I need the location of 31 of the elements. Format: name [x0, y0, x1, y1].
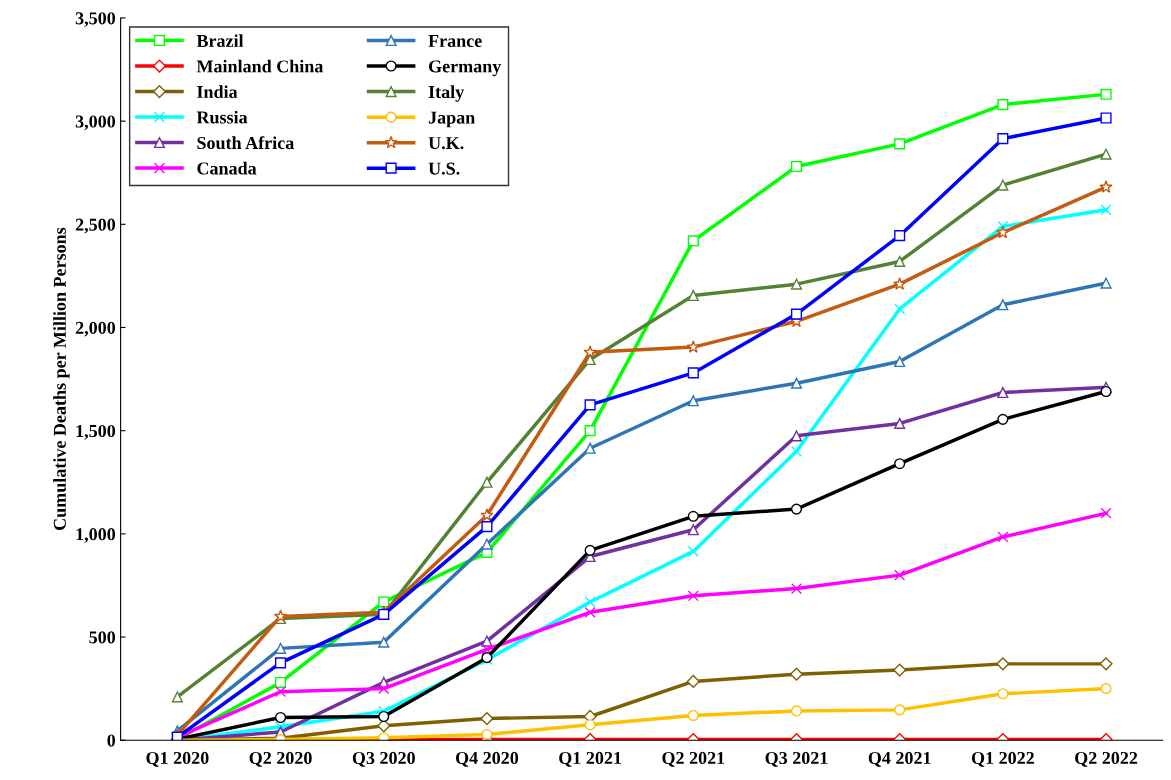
legend-label: Italy — [428, 85, 465, 102]
legend-label: Canada — [197, 161, 257, 175]
legend-label: Germany — [428, 60, 502, 77]
x-tick-label: Q3 2020 — [352, 751, 415, 767]
y-tick-label: 1,500 — [76, 424, 116, 440]
x-tick-label: Q1 2020 — [146, 751, 209, 767]
x-tick-label: Q2 2021 — [662, 751, 725, 767]
legend-label: U.K. — [428, 137, 464, 150]
y-tick-label: 1,000 — [76, 528, 116, 543]
x-tick-label: Q4 2021 — [868, 751, 931, 767]
legend-label: Japan — [428, 111, 475, 128]
y-tick-label: 2,500 — [75, 218, 116, 234]
legend-label: India — [197, 85, 238, 99]
y-tick-label: 0 — [107, 734, 116, 747]
x-tick-label: Q2 2022 — [1075, 751, 1138, 767]
legend-label: Mainland China — [196, 59, 324, 73]
y-axis-title: Cumulative Deaths per Million Persons — [53, 227, 70, 530]
x-tick-label: Q2 2020 — [249, 751, 312, 767]
y-tick-label: 3,000 — [75, 115, 116, 131]
legend-label: Russia — [196, 110, 248, 124]
legend-label: South Africa — [197, 136, 294, 150]
y-tick-label: 500 — [89, 631, 116, 644]
x-tick-label: Q3 2021 — [765, 751, 828, 767]
legend-label: Brazil — [196, 34, 244, 48]
x-tick-label: Q1 2021 — [559, 751, 622, 767]
y-tick-label: 3,500 — [75, 12, 116, 27]
x-tick-label: Q4 2020 — [455, 751, 519, 767]
legend-label: France — [428, 35, 482, 48]
x-tick-label: Q1 2022 — [971, 751, 1034, 767]
y-tick-label: 2,000 — [75, 321, 116, 337]
legend-label: U.S. — [428, 162, 460, 175]
